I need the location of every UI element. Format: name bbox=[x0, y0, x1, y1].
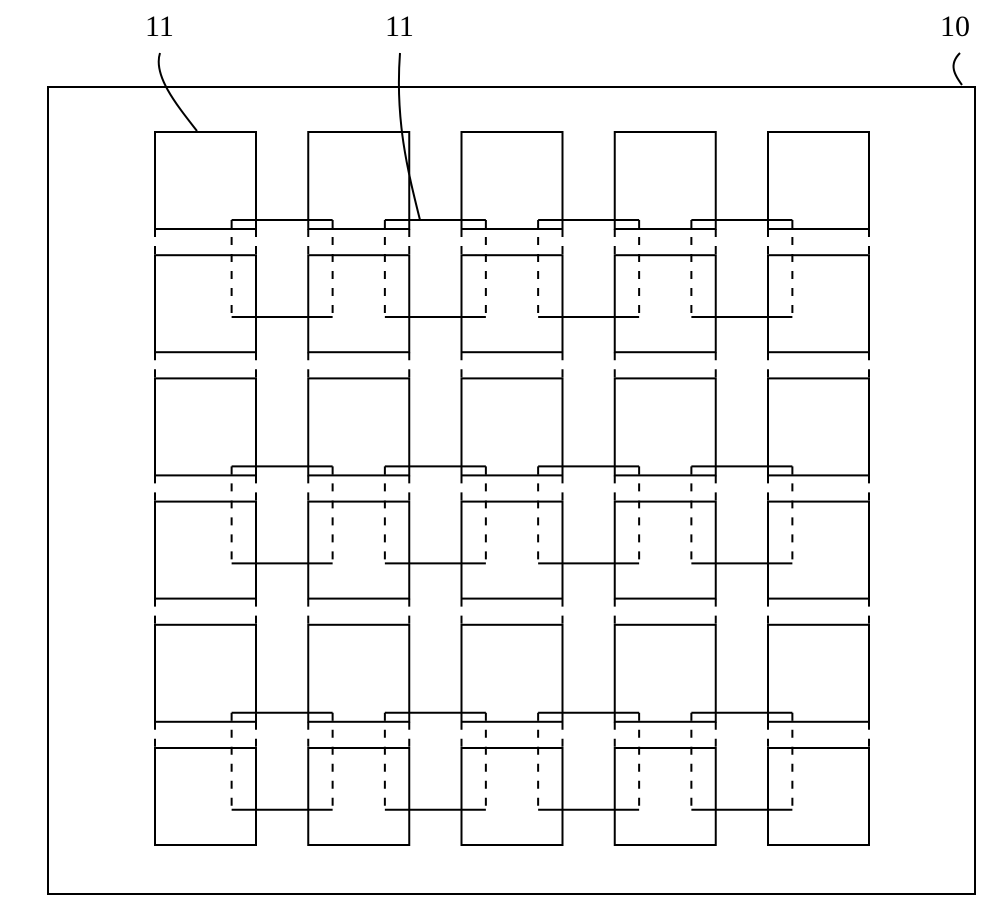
label-ref-11-center: 11 bbox=[385, 10, 414, 44]
figure-canvas: 10 11 11 bbox=[0, 0, 1000, 906]
diagram-svg bbox=[0, 0, 1000, 906]
label-ref-10: 10 bbox=[940, 10, 970, 44]
label-ref-11-left: 11 bbox=[145, 10, 174, 44]
